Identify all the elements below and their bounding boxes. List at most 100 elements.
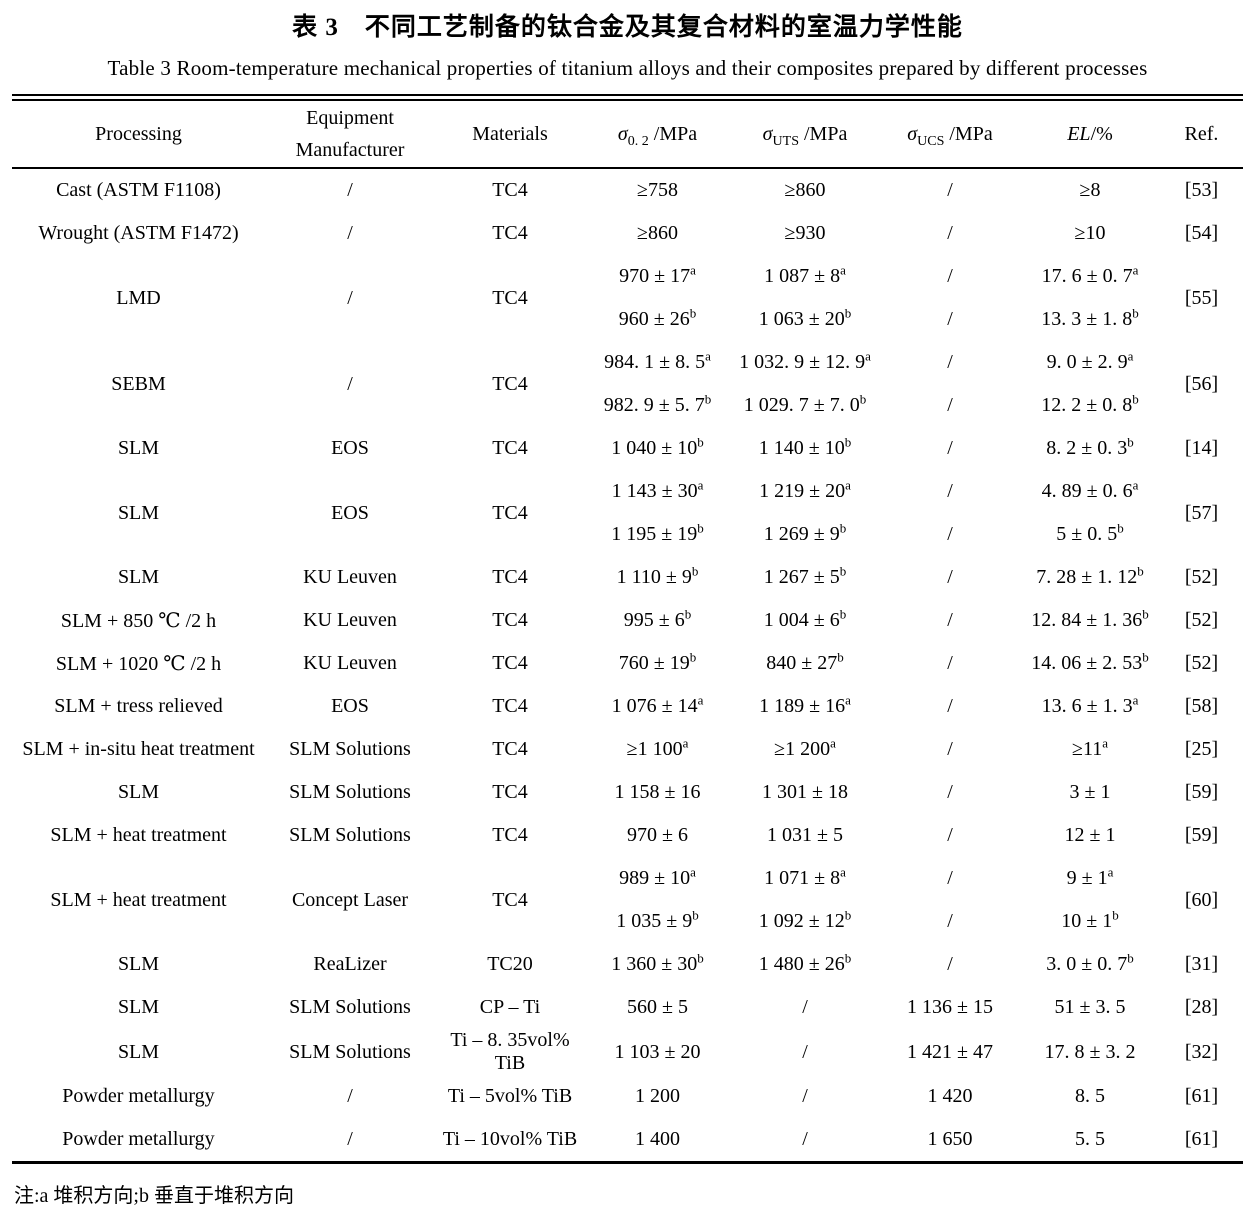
table-row: SLM KU Leuven TC4 1 110 ± 9b 1 267 ± 5b / 7. 2…	[12, 556, 1243, 599]
value-line: /	[947, 738, 953, 760]
cell-sigmauts: ≥860	[730, 168, 880, 212]
value-line: 840 ± 27b	[766, 649, 844, 674]
cell-sigmaucs: 1 650	[880, 1118, 1020, 1163]
cell-sigmauts: 1 031 ± 5	[730, 814, 880, 857]
value-line: 1 103 ± 20	[614, 1040, 701, 1063]
column-header-sigmauts: σUTS /MPa	[730, 97, 880, 169]
column-header-sigmaucs: σUCS /MPa	[880, 97, 1020, 169]
cell-processing: SLM	[117, 996, 160, 1018]
cell-el: 8. 5	[1020, 1075, 1160, 1118]
cell-sigmaucs: /	[880, 556, 1020, 599]
cell-ref: [31]	[1184, 953, 1219, 975]
cell-materials: TC4	[492, 286, 528, 309]
value-line: 1 110 ± 9b	[616, 563, 699, 588]
value-line: /	[947, 566, 953, 588]
value-line: 51 ± 3. 5	[1054, 996, 1126, 1018]
value-line: /	[947, 437, 953, 459]
value-line: /	[947, 953, 953, 975]
cell-sigma02: 970 ± 17a 960 ± 26b	[585, 255, 730, 341]
cell-processing: SEBM	[111, 372, 166, 395]
cell-sigmaucs: / /	[880, 341, 1020, 427]
table-row: SLM + in-situ heat treatment SLM Solution…	[12, 728, 1243, 771]
cell-manufacturer: ReaLizer	[313, 953, 387, 975]
value-line: 1 136 ± 15	[907, 996, 993, 1018]
cell-materials: TC4	[492, 222, 528, 244]
cell-sigmaucs: /	[880, 212, 1020, 255]
value-line: 1 420	[927, 1085, 973, 1107]
cell-materials: TC4	[492, 566, 528, 588]
cell-el: 7. 28 ± 1. 12b	[1020, 556, 1160, 599]
cell-processing: SLM + 1020 ℃ /2 h	[55, 653, 222, 675]
value-line: /	[947, 222, 953, 244]
table-row: SLM + heat treatment Concept Laser TC4 989 …	[12, 857, 1243, 943]
value-line: /	[802, 1128, 808, 1150]
cell-sigmauts: /	[730, 1029, 880, 1075]
table-title-english: Table 3 Room-temperature mechanical prop…	[107, 56, 1148, 80]
cell-el: 13. 6 ± 1. 3a	[1020, 685, 1160, 728]
table-row: Wrought (ASTM F1472) / TC4 ≥860 ≥930 / ≥10 [54]	[12, 212, 1243, 255]
cell-materials: Ti – 5vol% TiB	[447, 1085, 573, 1107]
cell-manufacturer: SLM Solutions	[289, 781, 411, 803]
value-line: ≥758	[637, 179, 678, 201]
cell-materials: TC4	[492, 695, 528, 717]
cell-ref: [59]	[1184, 781, 1219, 803]
value-line: ≥11a	[1071, 735, 1108, 760]
value-line: /	[947, 867, 953, 889]
value-line: 13. 3 ± 1. 8b	[1041, 305, 1139, 330]
cell-sigma02: 1 200	[585, 1075, 730, 1118]
cell-sigmaucs: /	[880, 943, 1020, 986]
value-line: /	[947, 824, 953, 846]
cell-manufacturer: EOS	[331, 695, 369, 717]
value-line: 1 087 ± 8a	[764, 262, 846, 287]
column-header-manufacturer: Equipment Manufacturer	[265, 97, 435, 169]
value-line: ≥1 200a	[774, 735, 836, 760]
value-line: /	[947, 523, 953, 545]
value-line: 3 ± 1	[1069, 781, 1111, 803]
value-line: ≥860	[637, 222, 678, 244]
value-line: /	[947, 179, 953, 201]
cell-ref: [52]	[1184, 652, 1219, 674]
cell-sigma02: ≥860	[585, 212, 730, 255]
cell-materials: TC4	[492, 652, 528, 674]
cell-ref: [61]	[1184, 1128, 1219, 1150]
value-line: /	[802, 996, 808, 1018]
cell-sigmaucs: /	[880, 685, 1020, 728]
value-line: /	[947, 351, 953, 373]
cell-el: 3 ± 1	[1020, 771, 1160, 814]
cell-el: 8. 2 ± 0. 3b	[1020, 427, 1160, 470]
cell-processing: SLM + heat treatment	[50, 888, 227, 911]
cell-el: 9 ± 1a 10 ± 1b	[1020, 857, 1160, 943]
cell-sigma02: 1 040 ± 10b	[585, 427, 730, 470]
value-line: 1 071 ± 8a	[764, 864, 846, 889]
value-line: /	[947, 480, 953, 502]
value-line: /	[947, 308, 953, 330]
value-line: 8. 5	[1075, 1085, 1105, 1107]
cell-sigmauts: 1 140 ± 10b	[730, 427, 880, 470]
cell-sigmauts: 1 071 ± 8a 1 092 ± 12b	[730, 857, 880, 943]
table-row: SLM + 850 ℃ /2 h KU Leuven TC4 995 ± 6b 1 00…	[12, 599, 1243, 642]
cell-processing: SLM	[117, 501, 160, 524]
cell-materials: Ti – 8. 35vol% TiB	[450, 1029, 570, 1074]
value-line: 1 219 ± 20a	[759, 477, 851, 502]
cell-ref: [56]	[1184, 372, 1219, 395]
value-line: /	[947, 609, 953, 631]
cell-el: ≥8	[1020, 168, 1160, 212]
cell-manufacturer: SLM Solutions	[289, 738, 411, 760]
cell-sigmauts: /	[730, 1118, 880, 1163]
cell-processing: Powder metallurgy	[62, 1128, 215, 1150]
cell-el: ≥10	[1020, 212, 1160, 255]
cell-processing: SLM	[117, 781, 160, 803]
column-header-processing: Processing	[12, 97, 265, 169]
value-line: 13. 6 ± 1. 3a	[1041, 692, 1139, 717]
header-row: Processing Equipment Manufacturer Materials…	[12, 97, 1243, 169]
cell-el: 9. 0 ± 2. 9a 12. 2 ± 0. 8b	[1020, 341, 1160, 427]
value-line: 1 143 ± 30a	[611, 477, 704, 502]
cell-sigmauts: 1 301 ± 18	[730, 771, 880, 814]
cell-sigmaucs: 1 420	[880, 1075, 1020, 1118]
table-row: SLM + heat treatment SLM Solutions TC4 970 …	[12, 814, 1243, 857]
cell-manufacturer: /	[347, 286, 353, 309]
table-title-chinese: 表 3 不同工艺制备的钛合金及其复合材料的室温力学性能	[292, 14, 963, 41]
cell-sigma02: 989 ± 10a 1 035 ± 9b	[585, 857, 730, 943]
value-line: ≥860	[784, 179, 826, 201]
cell-sigma02: 1 400	[585, 1118, 730, 1163]
